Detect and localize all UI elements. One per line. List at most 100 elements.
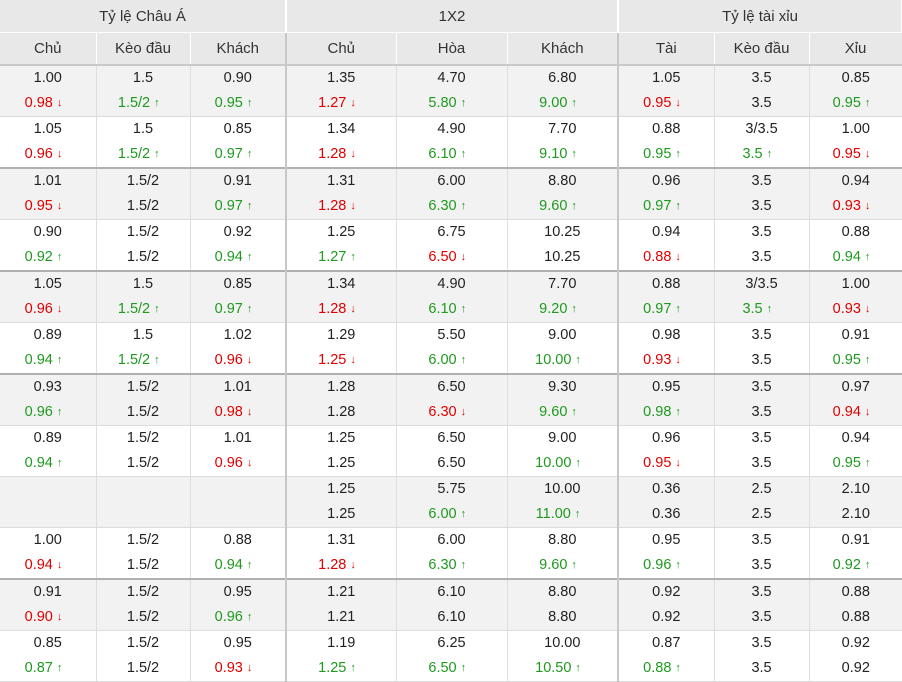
odds-cell[interactable]: 6.50 6.30 ↓ <box>396 373 508 426</box>
odds-cell[interactable]: 7.70 9.20 ↑ <box>507 270 619 323</box>
odds-cell[interactable]: 1.25 1.25 <box>285 476 397 528</box>
odds-cell[interactable]: 3.5 3.5 <box>714 322 810 375</box>
odds-cell[interactable] <box>0 476 97 528</box>
odds-cell[interactable]: 1.05 0.96 ↓ <box>0 116 97 169</box>
odds-cell[interactable]: 6.00 6.30 ↑ <box>396 527 508 580</box>
odds-cell[interactable]: 1.31 1.28 ↓ <box>285 527 397 580</box>
odds-cell[interactable]: 9.00 10.00 ↑ <box>507 425 619 477</box>
odds-cell[interactable]: 10.25 10.25 <box>507 219 619 272</box>
odds-cell[interactable]: 0.95 0.96 ↑ <box>190 578 287 631</box>
odds-cell[interactable]: 1.01 0.98 ↓ <box>190 373 287 426</box>
odds-cell[interactable]: 0.89 0.94 ↑ <box>0 425 97 477</box>
odds-cell[interactable]: 1.5/2 1.5/2 <box>96 167 191 220</box>
odds-cell[interactable]: 9.00 10.00 ↑ <box>507 322 619 375</box>
odds-cell[interactable]: 1.25 1.27 ↑ <box>285 219 397 272</box>
odds-cell[interactable]: 8.80 9.60 ↑ <box>507 527 619 580</box>
odds-cell[interactable]: 0.94 0.95 ↑ <box>809 425 902 477</box>
odds-cell[interactable]: 0.92 0.92 <box>617 578 715 631</box>
odds-cell[interactable] <box>96 476 191 528</box>
odds-cell[interactable]: 3.5 3.5 <box>714 65 810 117</box>
odds-cell[interactable]: 0.85 0.95 ↑ <box>809 65 902 117</box>
odds-cell[interactable]: 3.5 3.5 <box>714 630 810 682</box>
odds-cell[interactable]: 5.50 6.00 ↑ <box>396 322 508 375</box>
odds-cell[interactable]: 0.91 0.95 ↑ <box>809 322 902 375</box>
odds-cell[interactable]: 5.75 6.00 ↑ <box>396 476 508 528</box>
odds-cell[interactable]: 4.70 5.80 ↑ <box>396 65 508 117</box>
odds-cell[interactable]: 1.5/2 1.5/2 <box>96 219 191 272</box>
odds-cell[interactable]: 0.85 0.87 ↑ <box>0 630 97 682</box>
odds-cell[interactable]: 1.25 1.25 <box>285 425 397 477</box>
odds-cell[interactable]: 4.90 6.10 ↑ <box>396 270 508 323</box>
odds-cell[interactable]: 0.98 0.93 ↓ <box>617 322 715 375</box>
odds-cell[interactable]: 1.00 0.94 ↓ <box>0 527 97 580</box>
odds-cell[interactable]: 1.5 1.5/2 ↑ <box>96 270 191 323</box>
odds-cell[interactable]: 6.80 9.00 ↑ <box>507 65 619 117</box>
odds-cell[interactable]: 1.00 0.98 ↓ <box>0 65 97 117</box>
odds-cell[interactable]: 3.5 3.5 <box>714 373 810 426</box>
odds-cell[interactable]: 6.50 6.50 <box>396 425 508 477</box>
odds-cell[interactable]: 1.35 1.27 ↓ <box>285 65 397 117</box>
odds-cell[interactable]: 1.5/2 1.5/2 <box>96 527 191 580</box>
odds-cell[interactable]: 0.93 0.96 ↑ <box>0 373 97 426</box>
odds-cell[interactable]: 0.88 0.94 ↑ <box>190 527 287 580</box>
odds-cell[interactable]: 3.5 3.5 <box>714 167 810 220</box>
odds-cell[interactable]: 1.5/2 1.5/2 <box>96 630 191 682</box>
odds-cell[interactable]: 1.5/2 1.5/2 <box>96 578 191 631</box>
odds-cell[interactable]: 7.70 9.10 ↑ <box>507 116 619 169</box>
odds-cell[interactable]: 0.90 0.95 ↑ <box>190 65 287 117</box>
odds-cell[interactable]: 0.95 0.96 ↑ <box>617 527 715 580</box>
odds-cell[interactable]: 1.34 1.28 ↓ <box>285 116 397 169</box>
odds-cell[interactable]: 0.90 0.92 ↑ <box>0 219 97 272</box>
odds-cell[interactable]: 3.5 3.5 <box>714 425 810 477</box>
odds-cell[interactable]: 1.28 1.28 <box>285 373 397 426</box>
odds-cell[interactable]: 1.5/2 1.5/2 <box>96 425 191 477</box>
odds-cell[interactable]: 1.05 0.96 ↓ <box>0 270 97 323</box>
odds-cell[interactable]: 0.95 0.93 ↓ <box>190 630 287 682</box>
odds-cell[interactable]: 6.00 6.30 ↑ <box>396 167 508 220</box>
odds-cell[interactable]: 0.92 0.94 ↑ <box>190 219 287 272</box>
odds-cell[interactable]: 10.00 10.50 ↑ <box>507 630 619 682</box>
odds-cell[interactable]: 0.88 0.95 ↑ <box>617 116 715 169</box>
odds-cell[interactable]: 3.5 3.5 <box>714 578 810 631</box>
odds-cell[interactable]: 1.05 0.95 ↓ <box>617 65 715 117</box>
odds-cell[interactable]: 1.5 1.5/2 ↑ <box>96 322 191 375</box>
odds-cell[interactable]: 1.00 0.93 ↓ <box>809 270 902 323</box>
odds-cell[interactable]: 4.90 6.10 ↑ <box>396 116 508 169</box>
odds-cell[interactable]: 8.80 8.80 <box>507 578 619 631</box>
odds-cell[interactable]: 6.75 6.50 ↓ <box>396 219 508 272</box>
odds-cell[interactable]: 1.01 0.96 ↓ <box>190 425 287 477</box>
odds-cell[interactable]: 0.85 0.97 ↑ <box>190 116 287 169</box>
odds-cell[interactable]: 0.91 0.97 ↑ <box>190 167 287 220</box>
odds-cell[interactable]: 0.92 0.92 <box>809 630 902 682</box>
odds-cell[interactable]: 0.36 0.36 <box>617 476 715 528</box>
odds-cell[interactable]: 0.97 0.94 ↓ <box>809 373 902 426</box>
odds-cell[interactable]: 0.96 0.95 ↓ <box>617 425 715 477</box>
odds-cell[interactable]: 1.5/2 1.5/2 <box>96 373 191 426</box>
odds-cell[interactable]: 6.25 6.50 ↑ <box>396 630 508 682</box>
odds-cell[interactable]: 0.88 0.94 ↑ <box>809 219 902 272</box>
odds-cell[interactable]: 2.10 2.10 <box>809 476 902 528</box>
odds-cell[interactable]: 0.94 0.93 ↓ <box>809 167 902 220</box>
odds-cell[interactable]: 0.89 0.94 ↑ <box>0 322 97 375</box>
odds-cell[interactable]: 0.95 0.98 ↑ <box>617 373 715 426</box>
odds-cell[interactable]: 0.88 0.88 <box>809 578 902 631</box>
odds-cell[interactable]: 3/3.5 3.5 ↑ <box>714 270 810 323</box>
odds-cell[interactable]: 1.00 0.95 ↓ <box>809 116 902 169</box>
odds-cell[interactable]: 0.91 0.92 ↑ <box>809 527 902 580</box>
odds-cell[interactable]: 0.88 0.97 ↑ <box>617 270 715 323</box>
odds-cell[interactable]: 9.30 9.60 ↑ <box>507 373 619 426</box>
odds-cell[interactable]: 6.10 6.10 <box>396 578 508 631</box>
odds-cell[interactable]: 1.31 1.28 ↓ <box>285 167 397 220</box>
odds-cell[interactable]: 1.5 1.5/2 ↑ <box>96 116 191 169</box>
odds-cell[interactable]: 3.5 3.5 <box>714 219 810 272</box>
odds-cell[interactable]: 0.87 0.88 ↑ <box>617 630 715 682</box>
odds-cell[interactable]: 0.91 0.90 ↓ <box>0 578 97 631</box>
odds-cell[interactable]: 1.34 1.28 ↓ <box>285 270 397 323</box>
odds-cell[interactable]: 3/3.5 3.5 ↑ <box>714 116 810 169</box>
odds-cell[interactable]: 8.80 9.60 ↑ <box>507 167 619 220</box>
odds-cell[interactable]: 1.29 1.25 ↓ <box>285 322 397 375</box>
odds-cell[interactable]: 1.5 1.5/2 ↑ <box>96 65 191 117</box>
odds-cell[interactable]: 3.5 3.5 <box>714 527 810 580</box>
odds-cell[interactable] <box>190 476 287 528</box>
odds-cell[interactable]: 0.96 0.97 ↑ <box>617 167 715 220</box>
